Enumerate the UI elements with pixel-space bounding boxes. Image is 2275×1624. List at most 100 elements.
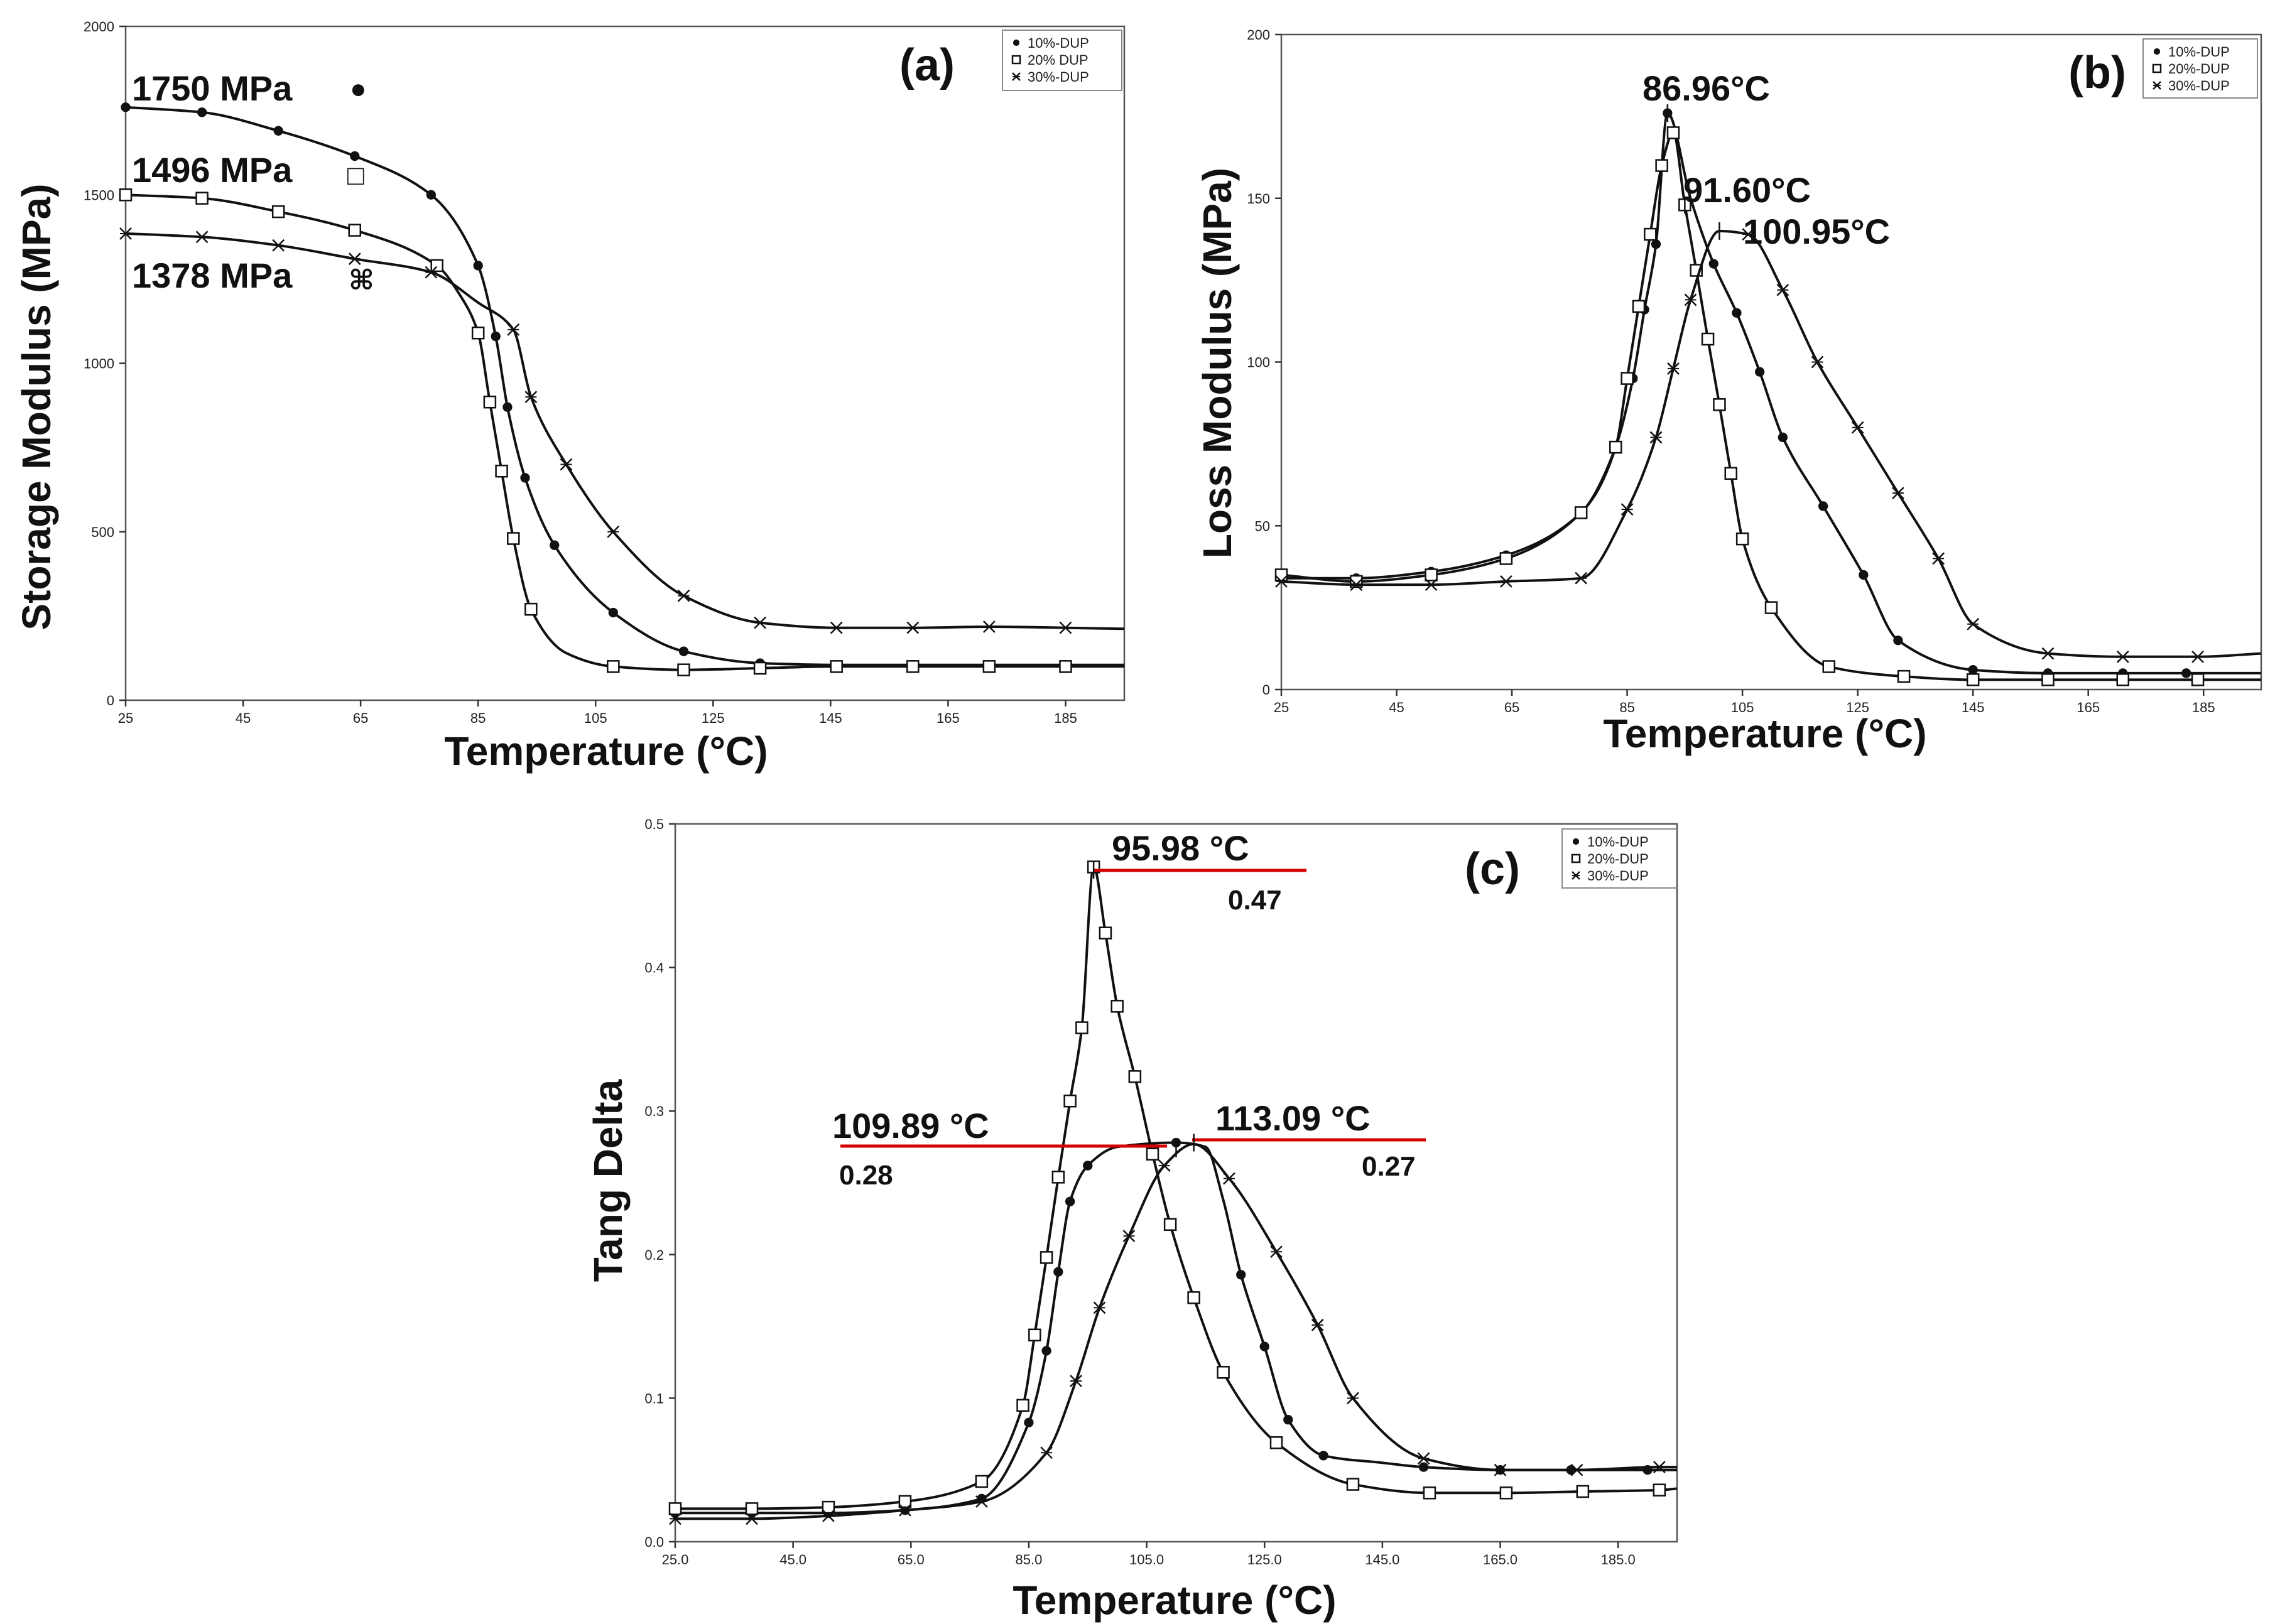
panel-b-xtick-label: 45: [1389, 700, 1404, 715]
panel-c-ytick-label: 0.1: [644, 1390, 664, 1406]
panel-b-data-point: [1701, 332, 1715, 346]
panel-a-data-point: [607, 660, 620, 673]
panel-b-data-point: [1822, 660, 1836, 673]
panel-b-data-point: [2041, 673, 2055, 686]
panel-a-xlabel: Temperature (°C): [444, 728, 768, 774]
panel-b-ytick-label: 200: [1247, 27, 1270, 43]
panel-c-xtick-label: 105.0: [1129, 1552, 1164, 1567]
panel-c-data-point: [1083, 1161, 1093, 1171]
panel-a-xtick-label: 125: [702, 710, 725, 726]
panel-a-data-point: [906, 621, 920, 634]
panel-b-data-point: [1425, 568, 1438, 582]
panel-b-data-point: [1574, 506, 1588, 519]
panel-c-data-point: [1223, 1172, 1235, 1185]
panel-b-data-point: [2116, 673, 2130, 686]
panel-b-tag: (b): [2068, 48, 2126, 98]
panel-a-annotation: 1378 MPa ⌘: [132, 256, 374, 296]
panel-a-annotation: 1750 MPa ●: [132, 68, 367, 108]
panel-a-tag: (a): [899, 40, 955, 90]
panel-a-data-point: [507, 323, 520, 336]
panel-c-series-2: [668, 860, 1678, 1515]
panel-b-data-point: [2191, 673, 2205, 686]
panel-a-data-point: [677, 589, 690, 602]
panel-a-data-point: [560, 458, 573, 471]
panel-c-ytick-label: 0.5: [644, 816, 664, 832]
panel-a-legend-box: [1002, 30, 1122, 91]
panel-a-data-point: [272, 239, 285, 252]
panel-c-ytick-label: 0.4: [644, 960, 664, 976]
panel-b-data-point: [1649, 431, 1663, 444]
panel-a-data-point: [271, 205, 285, 219]
panel-b-data-point: [2041, 647, 2055, 660]
panel-c-legend-box: [1561, 828, 1677, 889]
panel-a-data-point: [754, 616, 767, 629]
panel-c-data-point: [1570, 1463, 1583, 1476]
panel-c-data-point: [1093, 1301, 1106, 1314]
panel-b-ylabel: Loss Modulus (MPa): [1195, 168, 1240, 558]
panel-a-data-point: [608, 607, 618, 618]
panel-b-peak-label: 86.96°C: [1642, 68, 1770, 108]
panel-b-legend-label: 10%-DUP: [2168, 44, 2230, 60]
panel-b-ytick-label: 150: [1247, 191, 1270, 207]
panel-b-data-point: [1666, 126, 1680, 139]
panel-a-ytick-label: 0: [107, 693, 114, 708]
panel-b-data-point: [1632, 300, 1646, 313]
panel-b-data-point: [1968, 665, 1978, 675]
panel-b-data-point: [1655, 159, 1668, 172]
panel-c-data-point: [1063, 1094, 1077, 1108]
panel-b-data-point: [1684, 293, 1697, 306]
panel-a-annotation-symbol: ●: [350, 73, 367, 104]
panel-b-peak-label: 100.95°C: [1743, 212, 1890, 251]
panel-a-data-point: [982, 620, 996, 633]
panel-c-ytick-label: 0.0: [644, 1534, 664, 1550]
panel-b-data-point: [1754, 367, 1765, 377]
panel-a-annotation-symbol: ⌘: [349, 265, 374, 296]
panel-c-ytick-label: 0.3: [644, 1103, 664, 1119]
panel-c-data-point: [1269, 1436, 1283, 1449]
panel-c-data-point: [975, 1495, 988, 1508]
panel-b-data-point: [1776, 283, 1789, 296]
panel-a-data-point: [678, 646, 689, 656]
panel-a-data-point: [348, 224, 362, 237]
panel-b-annotation: 100.95°C: [1718, 212, 1890, 251]
panel-c-annotation: 109.89 °C 0.28: [832, 1106, 1177, 1191]
panel-c-ylabel: Tang Delta: [585, 1079, 631, 1282]
panel-c-data-point: [1065, 1196, 1075, 1206]
panel-b-data-point: [1967, 617, 1980, 631]
panel-c-xtick-label: 165.0: [1483, 1552, 1518, 1567]
panel-b-data-point: [1778, 432, 1788, 443]
panel-a-data-point: [524, 391, 538, 404]
panel-a-xtick-label: 165: [937, 710, 960, 726]
panel-b-data-point: [1621, 372, 1634, 385]
panel-c-data-point: [1075, 1021, 1089, 1034]
panel-b-data-point: [1932, 552, 1945, 565]
panel-b-data-point: [1499, 552, 1513, 565]
panel-c-data-point: [745, 1502, 759, 1515]
panel-a-data-point: [195, 192, 209, 205]
panel-a-data-point: [195, 230, 209, 244]
panel-a-ylabel: Storage Modulus (MPa): [14, 183, 59, 630]
panel-a-legend-marker: [1013, 39, 1020, 46]
panel-b-legend-label: 20%-DUP: [2168, 61, 2230, 77]
panel-b-data-point: [1713, 398, 1726, 411]
panel-a-data-point: [830, 621, 843, 634]
panel-c-data-point: [1270, 1245, 1283, 1259]
panel-c-legend-marker: [1571, 853, 1581, 863]
panel-c-data-point: [1417, 1452, 1430, 1465]
panel-c-legend-label: 30%-DUP: [1587, 868, 1649, 884]
panel-a-ytick-label: 2000: [84, 19, 114, 35]
panel-c-peak-value: 0.47: [1228, 885, 1282, 916]
panel-c-peak-temp: 113.09 °C: [1215, 1098, 1371, 1138]
panel-b-xtick-label: 185: [2192, 700, 2215, 715]
panel-b-ytick-label: 0: [1262, 682, 1270, 698]
panel-c-data-point: [899, 1503, 911, 1517]
panel-a-data-point: [119, 227, 132, 240]
panel-a-annotation-label: 1750 MPa: [132, 68, 293, 108]
panel-b-data-point: [2181, 668, 2191, 678]
panel-a-data-point: [471, 326, 485, 340]
panel-c-data-point: [1040, 1446, 1053, 1459]
panel-c-peak-temp: 109.89 °C: [832, 1106, 989, 1145]
panel-a-data-point: [677, 663, 690, 676]
